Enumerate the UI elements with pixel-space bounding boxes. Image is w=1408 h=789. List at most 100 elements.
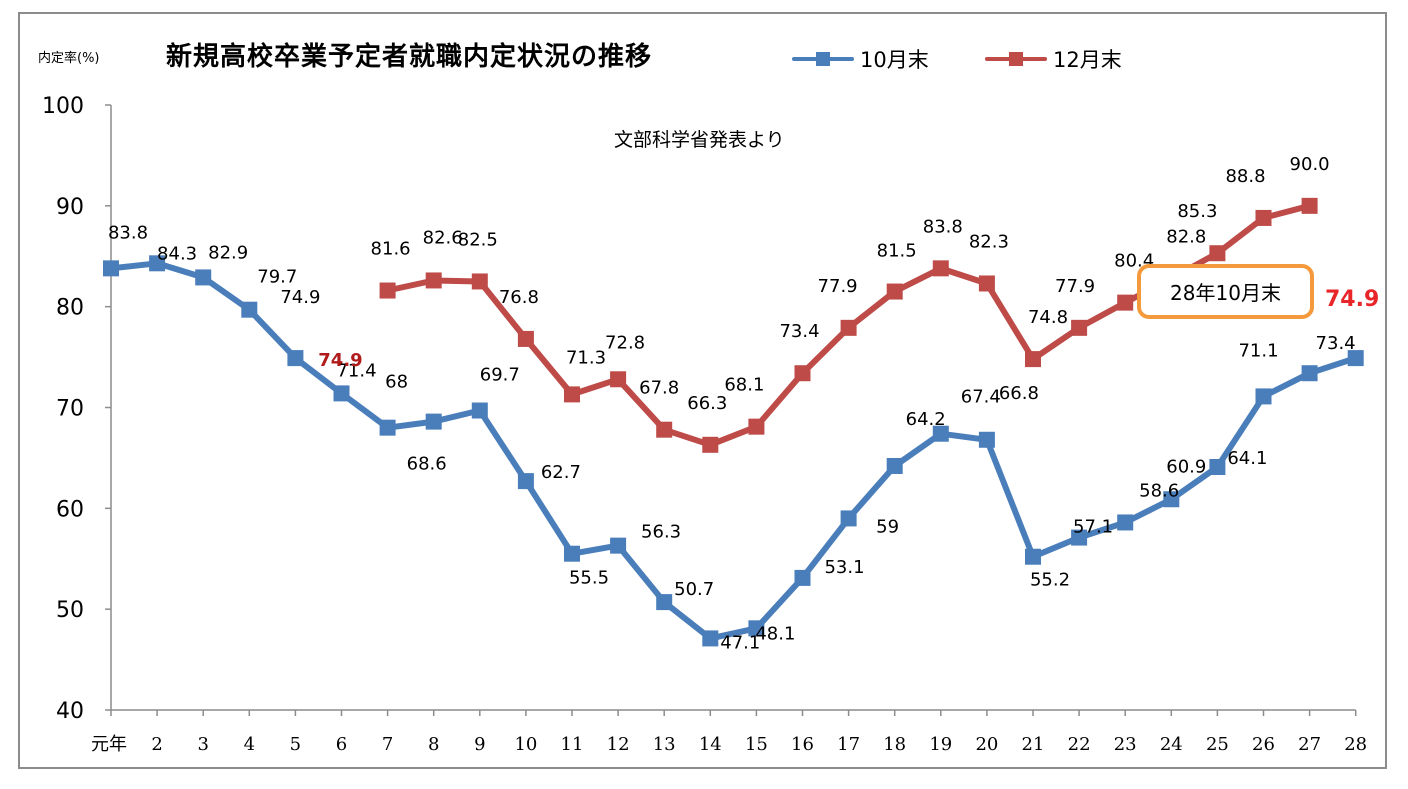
data-label-december: 82.8 — [1166, 226, 1206, 247]
x-tick-label: 13 — [653, 734, 676, 755]
data-label-october: 84.3 — [157, 243, 197, 264]
x-tick-label: 27 — [1298, 734, 1321, 755]
data-point-december — [517, 330, 534, 347]
data-point-december — [748, 418, 765, 435]
legend-swatch-october — [792, 47, 854, 71]
x-tick-label: 8 — [428, 734, 439, 755]
data-point-december — [1117, 294, 1134, 311]
data-point-october — [1209, 458, 1226, 475]
x-tick-label: 2 — [151, 734, 162, 755]
data-point-october — [748, 620, 765, 637]
x-tick-label: 元年 — [91, 734, 127, 755]
data-label-december: 73.4 — [779, 321, 819, 342]
x-tick-label: 4 — [244, 734, 255, 755]
data-point-october — [1025, 548, 1041, 565]
data-point-october — [333, 385, 350, 402]
data-label-december: 88.8 — [1225, 166, 1265, 187]
data-label-october: 68 — [385, 372, 408, 393]
x-tick-label: 20 — [975, 734, 998, 755]
data-point-december — [1209, 245, 1226, 262]
data-point-october — [564, 545, 580, 562]
data-label-october: 68.6 — [407, 454, 447, 475]
data-point-december — [978, 275, 995, 292]
data-point-october — [610, 537, 627, 554]
legend-swatch-december — [985, 47, 1047, 71]
y-tick-label: 50 — [56, 598, 84, 623]
data-point-october — [195, 269, 212, 286]
data-point-december — [886, 283, 903, 300]
data-point-october — [241, 301, 258, 318]
series-line-october — [110, 260, 1357, 642]
data-point-december — [794, 365, 811, 382]
y-axis-label: 内定率(%) — [38, 51, 100, 66]
x-tick-label: 15 — [745, 734, 768, 755]
legend-label-december: 12月末 — [1053, 48, 1122, 72]
data-point-october — [103, 260, 119, 277]
data-point-october — [840, 510, 857, 527]
data-label-december: 66.3 — [687, 393, 727, 414]
data-label-october: 55.5 — [569, 568, 609, 589]
legend-item-october: 10月末 — [792, 44, 929, 74]
data-point-october — [425, 413, 442, 430]
data-point-october — [1071, 529, 1088, 546]
data-point-october — [1117, 514, 1134, 531]
x-tick-label: 3 — [197, 734, 208, 755]
data-label-october: 71.1 — [1238, 340, 1278, 361]
data-point-december — [610, 371, 627, 388]
callout-box: 28年10月末 — [1137, 264, 1314, 319]
data-point-october — [702, 630, 719, 647]
data-point-october — [1163, 491, 1180, 508]
y-tick-label: 100 — [42, 94, 84, 119]
x-tick-label: 7 — [382, 734, 393, 755]
legend-item-december: 12月末 — [985, 44, 1122, 74]
x-tick-label: 11 — [561, 734, 584, 755]
data-point-december — [1255, 209, 1272, 226]
data-label-october: 47.1 — [720, 632, 760, 653]
x-tick-label: 5 — [290, 734, 301, 755]
data-point-october — [656, 594, 673, 611]
y-tick-label: 40 — [56, 699, 84, 724]
data-point-december — [656, 421, 673, 438]
data-point-october — [517, 473, 534, 490]
data-point-october — [932, 425, 949, 442]
data-label-october: 74.9 — [280, 287, 320, 308]
data-label-october: 62.7 — [541, 462, 581, 483]
data-point-october — [1347, 350, 1364, 367]
data-point-december — [379, 282, 396, 299]
data-label-december: 68.1 — [724, 375, 764, 396]
x-tick-label: 22 — [1068, 734, 1091, 755]
data-label-december: 85.3 — [1177, 201, 1217, 222]
data-label-december: 74.8 — [1028, 307, 1068, 328]
x-tick-label: 9 — [474, 734, 485, 755]
data-point-december — [1301, 197, 1318, 214]
x-tick-label: 28 — [1344, 734, 1367, 755]
x-tick-label: 26 — [1252, 734, 1275, 755]
x-tick-label: 12 — [607, 734, 630, 755]
data-label-december: 83.8 — [923, 216, 963, 237]
x-tick-label: 25 — [1206, 734, 1229, 755]
data-label-december: 90.0 — [1290, 154, 1330, 175]
data-label-december: 82.6 — [423, 227, 463, 248]
data-label-december: 82.3 — [969, 231, 1009, 252]
data-point-december — [471, 273, 488, 290]
data-label-october: 57.1 — [1073, 517, 1113, 538]
source-note: 文部科学省発表より — [614, 129, 785, 151]
data-point-october — [794, 569, 811, 586]
chart-frame — [18, 12, 1387, 769]
data-label-december: 76.8 — [499, 287, 539, 308]
data-label-december: 81.5 — [877, 241, 917, 262]
data-label-october: 50.7 — [674, 579, 714, 600]
data-label-october: 60.9 — [1166, 456, 1206, 477]
y-tick-label: 60 — [56, 497, 84, 522]
legend-label-october: 10月末 — [860, 48, 929, 72]
y-tick-label: 70 — [56, 397, 84, 422]
data-label-october: 66.8 — [999, 383, 1039, 404]
x-tick-label: 6 — [336, 734, 347, 755]
data-label-december: 77.9 — [1055, 276, 1095, 297]
x-tick-label: 19 — [929, 734, 952, 755]
data-label-october: 55.2 — [1030, 570, 1070, 591]
data-point-december — [1025, 351, 1041, 368]
highlight-value-label: 74.9 — [318, 350, 362, 371]
data-label-october: 67.4 — [961, 387, 1001, 408]
